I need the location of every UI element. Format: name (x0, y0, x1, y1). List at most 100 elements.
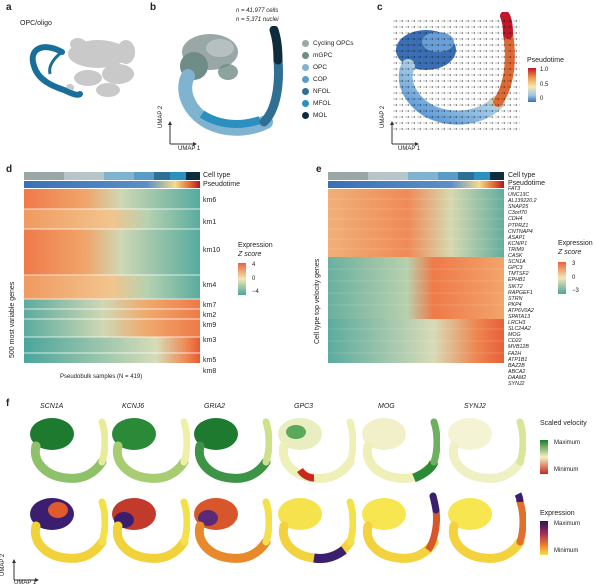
legend-dot (302, 40, 309, 47)
legend-item: MFOL (302, 100, 331, 107)
d-heatmap (24, 189, 200, 363)
d-colorbar (238, 263, 246, 295)
c-umap1-label: UMAP 1 (398, 146, 421, 152)
cluster-km3: km3 (203, 337, 217, 344)
gene-label: PTPRZ1 (508, 222, 529, 229)
e-legend-title: Expression (558, 240, 593, 247)
velocity-max-label: Maximum (554, 440, 581, 446)
gene-label: CASK (508, 253, 523, 260)
f-expression-umap-synj2 (448, 492, 526, 563)
gene-label: UNC13C (508, 192, 530, 199)
d-celltype-bar (24, 172, 200, 180)
f-gene-title: MOG (378, 403, 395, 410)
panel-b-umap (178, 26, 283, 136)
legend-item: MOL (302, 112, 327, 119)
gene-label: RAPGEF1 (508, 289, 533, 296)
cluster-km9: km9 (203, 322, 217, 329)
f-umap1-label: UMAP 1 (14, 580, 37, 586)
gene-label: SCN1A (508, 259, 526, 266)
gene-label: TRIM9 (508, 246, 524, 253)
legend-item: OPC (302, 64, 327, 71)
f-expression-umap-scn1a (30, 498, 108, 563)
c-umap2-label: UMAP 2 (380, 105, 386, 128)
d-tick-mid: 0 (252, 276, 256, 282)
pseudotime-legend-title: Pseudotime (527, 57, 564, 64)
d-celltype-label: Cell type (203, 172, 231, 179)
f-gene-title: GPC3 (294, 403, 314, 410)
e-heatmap (328, 189, 504, 363)
gene-label: C3orf70 (508, 210, 527, 217)
gene-label: SNAP25 (508, 204, 529, 211)
gene-label: MOG (508, 332, 521, 339)
f-expression-umap-mog (362, 492, 440, 563)
e-celltype-bar (328, 172, 504, 180)
gene-label: ASAP1 (508, 234, 526, 241)
gene-label: CNTNAP4 (508, 228, 533, 235)
e-tick-high: 3 (572, 261, 576, 267)
pseudotime-colorbar (528, 68, 536, 102)
cluster-km6: km6 (203, 197, 217, 204)
pseudotime-tick-1: 1.0 (540, 67, 549, 73)
e-pseudotime-label: Pseudotime (508, 180, 545, 187)
e-tick-mid: 0 (572, 275, 576, 281)
velocity-gene-list: FAT3 UNC13C AL139220.2 SNAP25 C3orf70 CD… (508, 186, 537, 387)
gene-label: CD22 (508, 338, 522, 345)
cluster-km1: km1 (203, 219, 217, 226)
e-colorbar (558, 262, 566, 294)
f-velocity-umap-synj2 (448, 418, 526, 483)
gene-label: SIKT2 (508, 283, 523, 290)
panel-a-umap (29, 38, 135, 98)
e-legend-sub: Z score (558, 249, 582, 256)
legend-dot (302, 76, 309, 83)
d-legend-title: Expression (238, 242, 273, 249)
cluster-km2: km2 (203, 312, 217, 319)
f-axes (12, 559, 39, 582)
f-expression-umap-kcnj6 (112, 498, 190, 563)
panel-b-axes (168, 121, 197, 146)
d-legend-sub: Z score (238, 251, 262, 258)
f-expression-umap-gria2 (194, 498, 272, 563)
e-celltype-label: Cell type (508, 172, 536, 179)
panel-a-label: a (6, 2, 12, 13)
cluster-km7: km7 (203, 302, 217, 309)
f-velocity-umap-scn1a (30, 418, 108, 483)
gene-label: ATP6V0A2 (508, 307, 534, 314)
d-tick-high: 4 (252, 262, 256, 268)
cluster-km5: km5 (203, 357, 217, 364)
gene-label: PKP4 (508, 301, 522, 308)
expression-min-label: Minimum (554, 548, 579, 554)
gene-label: TMTSF2 (508, 271, 529, 278)
e-ylabel: Cell type top velocity genes (314, 258, 321, 344)
velocity-legend-title: Scaled velocity (540, 420, 587, 427)
gene-label: ABCA2 (508, 368, 526, 375)
e-pseudotime-bar (328, 181, 504, 188)
d-pseudotime-label: Pseudotime (203, 181, 240, 188)
gene-label: AL139220.2 (508, 198, 537, 205)
f-gene-title: SCN1A (40, 403, 64, 410)
legend-dot (302, 112, 309, 119)
gene-label: SYNJ2 (508, 381, 525, 387)
gene-label: KCNIP1 (508, 240, 528, 247)
panel-e-label: e (316, 164, 322, 175)
panel-b-label: b (150, 2, 157, 13)
gene-label: SLC24A2 (508, 326, 531, 333)
gene-label: LRCH3 (508, 320, 526, 327)
legend-item: mGPC (302, 52, 333, 59)
cluster-km4: km4 (203, 282, 217, 289)
b-umap1-label: UMAP 1 (178, 146, 201, 152)
gene-label: DAAM2 (508, 374, 527, 381)
panel-f-label: f (6, 398, 10, 409)
legend-dot (302, 52, 309, 59)
cluster-km8: km8 (203, 368, 217, 375)
gene-label: CDH4 (508, 216, 523, 223)
f-velocity-umap-kcnj6 (112, 418, 190, 483)
cluster-km10: km10 (203, 247, 221, 254)
gene-label: MVB12B (508, 344, 529, 351)
d-ylabel: 500 most variable genes (9, 281, 16, 358)
f-gene-title: SYNJ2 (464, 403, 486, 410)
velocity-colorbar (540, 440, 548, 474)
legend-item: COP (302, 76, 327, 83)
f-velocity-umap-gria2 (194, 418, 272, 483)
expression-max-label: Maximum (554, 521, 581, 527)
legend-dot (302, 88, 309, 95)
